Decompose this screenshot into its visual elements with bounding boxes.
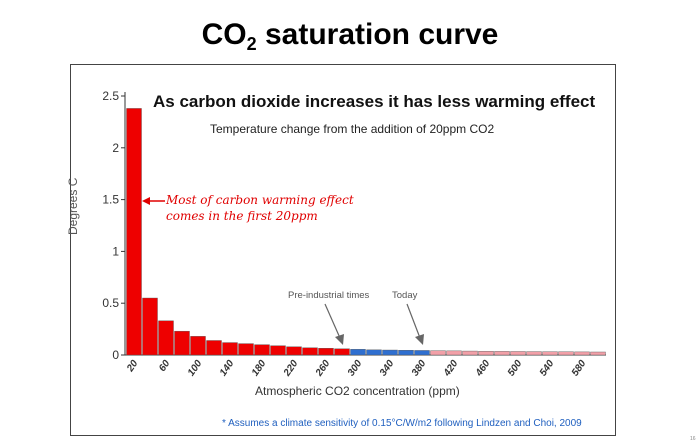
bar-560: [558, 351, 574, 356]
chart-subtitle: Temperature change from the addition of …: [210, 122, 495, 136]
chart-frame: [70, 64, 616, 436]
bar-520: [526, 351, 542, 356]
bar-320: [366, 349, 382, 356]
x-tick-label-420: 420: [441, 358, 460, 379]
bar-240: [302, 347, 318, 356]
bar-360: [398, 350, 414, 356]
bar-220: [286, 346, 302, 356]
y-axis-label: Degrees C: [66, 177, 80, 235]
y-tick-label-0: 0: [112, 348, 119, 362]
bar-40: [142, 297, 158, 356]
bar-300: [350, 349, 366, 356]
x-tick-label-260: 260: [313, 358, 332, 379]
x-tick-label-220: 220: [281, 358, 300, 379]
y-tick-label-1: 1: [112, 244, 119, 258]
bar-80: [174, 330, 190, 356]
bar-420: [446, 350, 462, 356]
bar-140: [222, 342, 238, 356]
bar-20: [126, 108, 142, 356]
x-tick-label-500: 500: [506, 358, 525, 378]
y-tick-label-1.5: 1.5: [102, 193, 119, 207]
bar-160: [238, 343, 254, 356]
footnote: * Assumes a climate sensitivity of 0.15°…: [222, 418, 582, 429]
bar-500: [510, 351, 526, 356]
bar-440: [462, 350, 478, 356]
x-tick-label-100: 100: [186, 358, 205, 378]
slide-title-subscript: 2: [246, 34, 257, 54]
chart-title: As carbon dioxide increases it has less …: [153, 92, 596, 111]
slide-title-main: CO: [201, 18, 247, 51]
y-tick-label-2.5: 2.5: [102, 89, 119, 103]
y-tick-label-2: 2: [112, 141, 119, 155]
x-tick-label-580: 580: [570, 358, 589, 378]
page-number: 16: [690, 436, 696, 442]
bar-380: [414, 350, 430, 356]
bar-60: [158, 320, 174, 356]
x-tick-label-300: 300: [346, 358, 365, 378]
x-tick-label-340: 340: [378, 358, 397, 378]
x-tick-label-460: 460: [473, 358, 492, 379]
bar-480: [494, 351, 510, 356]
pre-industrial-arrow-shaft: [324, 303, 341, 339]
bar-580: [574, 351, 590, 356]
x-tick-label-140: 140: [218, 358, 237, 378]
y-tick-label-0.5: 0.5: [102, 296, 119, 310]
bar-400: [430, 350, 446, 356]
slide-title: CO2 saturation curve: [0, 18, 700, 55]
x-tick-label-60: 60: [157, 358, 173, 374]
slide-title-rest: saturation curve: [256, 18, 499, 51]
bar-100: [190, 336, 206, 356]
x-tick-label-20: 20: [124, 358, 140, 375]
annotation-pre-industrial: Pre-industrial times: [288, 290, 370, 301]
chart-bars: [126, 108, 606, 356]
annotation-line-1: Most of carbon warming effect: [166, 193, 354, 207]
pre-industrial-arrow-head: [335, 334, 344, 345]
y-ticks: 0 0.5 1 1.5 2 2.5: [102, 89, 125, 362]
x-tick-label-180: 180: [250, 358, 269, 378]
x-ticks: 20 60 100 140 180 220 260 300 340 380 420 460 500 540…: [124, 358, 588, 379]
bar-280: [334, 348, 350, 356]
bar-120: [206, 340, 222, 356]
today-arrow-shaft: [406, 303, 421, 339]
x-axis-label: Atmospheric CO2 concentration (ppm): [255, 384, 460, 398]
bar-600: [590, 351, 606, 356]
annotation-today: Today: [392, 290, 418, 301]
bar-460: [478, 351, 494, 356]
annotation-arrows: [142, 197, 424, 345]
bar-260: [318, 348, 334, 356]
x-tick-label-540: 540: [538, 358, 557, 378]
red-arrow-head: [142, 197, 150, 205]
bar-200: [270, 345, 286, 356]
bar-340: [382, 349, 398, 356]
x-tick-label-380: 380: [410, 358, 429, 378]
annotation-line-2: comes in the first 20ppm: [166, 209, 318, 223]
annotation-first-20ppm: Most of carbon warming effect comes in t…: [166, 192, 366, 224]
today-arrow-head: [415, 334, 424, 345]
bar-180: [254, 344, 270, 356]
bar-540: [542, 351, 558, 356]
